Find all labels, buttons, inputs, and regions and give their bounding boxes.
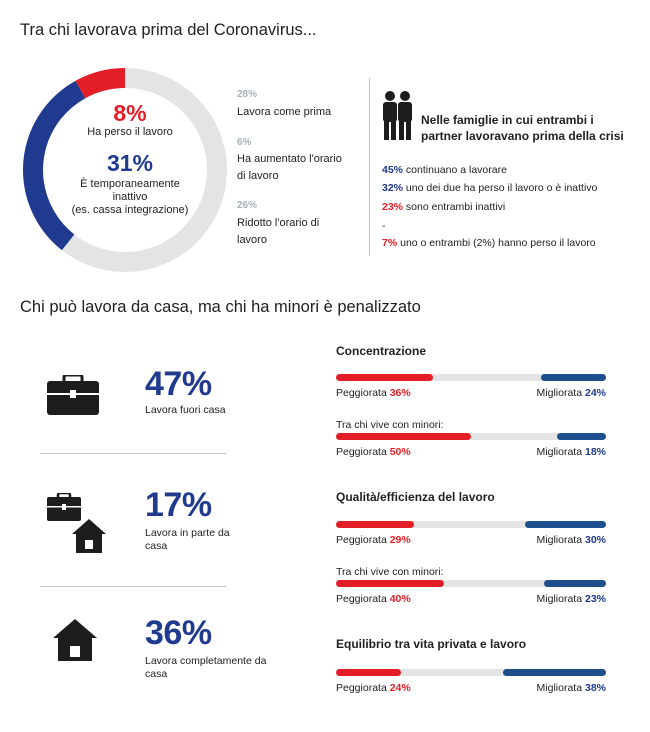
families-title-2: partner lavoravano prima della crisi [421, 129, 624, 143]
bar-value-worse: 40% [389, 593, 411, 605]
legend-label-reduced: Ridotto l'orario di lavoro [237, 217, 320, 246]
bar-worse [336, 433, 471, 440]
bar-value-worse: 29% [389, 534, 411, 546]
legend-label-increased: Ha aumentato l'orario di lavoro [237, 153, 342, 182]
bar-label-better: Migliorata 38% [537, 682, 606, 694]
bar-label-better: Migliorata 18% [537, 446, 606, 458]
bar-label-worse-text: Peggiorata [336, 682, 390, 694]
bar-section-title-quality: Qualità/efficienza del lavoro [336, 490, 495, 504]
families-line-both-inactive: 23% sono entrambi inattivi [382, 201, 506, 213]
legend-pct-increased: 6% [237, 137, 252, 148]
bar-label-worse: Peggiorata 36% [336, 387, 411, 399]
couple-icon [383, 91, 412, 140]
bar-value-worse: 24% [389, 682, 411, 694]
donut-inactive-label-1: È temporaneamente [80, 178, 180, 190]
vertical-divider [369, 78, 370, 256]
donut-lost-pct: 8% [113, 100, 147, 126]
bar-worse [336, 521, 415, 528]
bar-better [557, 433, 606, 440]
bar-label-worse-text: Peggiorata [336, 446, 390, 458]
house-icon [53, 619, 97, 661]
bar-section-title-concentration: Concentrazione [336, 344, 427, 358]
donut-slice-inactive [22, 67, 227, 272]
donut-chart [22, 67, 227, 272]
bar-label-better-text: Migliorata [536, 446, 585, 458]
bar-better [541, 374, 606, 381]
briefcase-small-icon [47, 493, 81, 521]
bar-value-better: 18% [584, 446, 606, 458]
donut-inactive-label-2: inattivo [112, 191, 148, 203]
bar-label-better: Migliorata 23% [537, 593, 606, 605]
legend-pct-reduced: 26% [237, 200, 258, 211]
bar-section-title-balance: Equilibrio tra vita privata e lavoro [336, 637, 527, 651]
families-dash: - [382, 220, 386, 232]
bar-better [525, 521, 606, 528]
bar-label-worse-text: Peggiorata [336, 593, 390, 605]
bar-value-better: 24% [584, 387, 606, 399]
briefcase-icon [47, 375, 99, 415]
work-home-label: Lavora completamente da casa [145, 655, 267, 680]
bar-value-worse: 50% [389, 446, 411, 458]
bar-label-worse-text: Peggiorata [336, 387, 390, 399]
bar-value-better: 30% [584, 534, 606, 546]
bar-better [503, 669, 606, 676]
work-partly-home-label: Lavora in parte da casa [145, 527, 230, 552]
families-line-lost-work: 7% uno o entrambi (2%) hanno perso il la… [382, 237, 596, 249]
bar-label-worse-text: Peggiorata [336, 534, 390, 546]
bar-worse [336, 669, 401, 676]
bar-label-worse: Peggiorata 29% [336, 534, 411, 546]
bar-label-worse: Peggiorata 40% [336, 593, 411, 605]
work-outside-pct: 47% [145, 365, 212, 403]
donut-inactive-pct: 31% [106, 150, 154, 176]
bar-label-better-text: Migliorata [536, 593, 585, 605]
legend-label-as-before: Lavora come prima [237, 106, 332, 118]
work-outside-label: Lavora fuori casa [145, 404, 226, 416]
bar-label-better-text: Migliorata [536, 534, 585, 546]
bar-label-better: Migliorata 30% [537, 534, 606, 546]
bar-label-worse: Peggiorata 50% [336, 446, 411, 458]
donut-inactive-label-3: (es. cassa integrazione) [71, 204, 189, 216]
bar-value-worse: 36% [389, 387, 411, 399]
bar-track [336, 669, 606, 676]
bar-track [336, 433, 606, 440]
bar-worse [336, 374, 434, 381]
bar-label-better: Migliorata 24% [537, 387, 606, 399]
bar-value-better: 38% [584, 682, 606, 694]
families-title-1: Nelle famiglie in cui entrambi i [421, 113, 594, 127]
bar-label-better-text: Migliorata [536, 682, 585, 694]
section2-title: Chi può lavora da casa, ma chi ha minori… [20, 298, 421, 316]
bar-track [336, 521, 606, 528]
bar-track [336, 580, 606, 587]
work-partly-home-pct: 17% [145, 486, 212, 524]
donut-lost-label: Ha perso il lavoro [87, 126, 173, 138]
bar-label-worse: Peggiorata 24% [336, 682, 411, 694]
bar-label-better-text: Migliorata [536, 387, 585, 399]
bar-better [543, 580, 606, 587]
bar-section-sub-concentration: Tra chi vive con minori: [336, 419, 444, 431]
work-home-pct: 36% [145, 614, 212, 652]
row-divider-1 [40, 453, 226, 454]
bar-worse [336, 580, 444, 587]
bar-value-better: 23% [584, 593, 606, 605]
section1-title: Tra chi lavorava prima del Coronavirus..… [20, 21, 317, 39]
legend-pct-as-before: 28% [237, 89, 258, 100]
bar-section-sub-quality: Tra chi vive con minori: [336, 566, 444, 578]
families-line-one-lost: 32% uno dei due ha perso il lavoro o è i… [382, 182, 598, 194]
house-small-icon [72, 519, 106, 553]
bar-track [336, 374, 606, 381]
row-divider-2 [40, 586, 226, 587]
families-line-continue: 45% continuano a lavorare [382, 164, 507, 176]
